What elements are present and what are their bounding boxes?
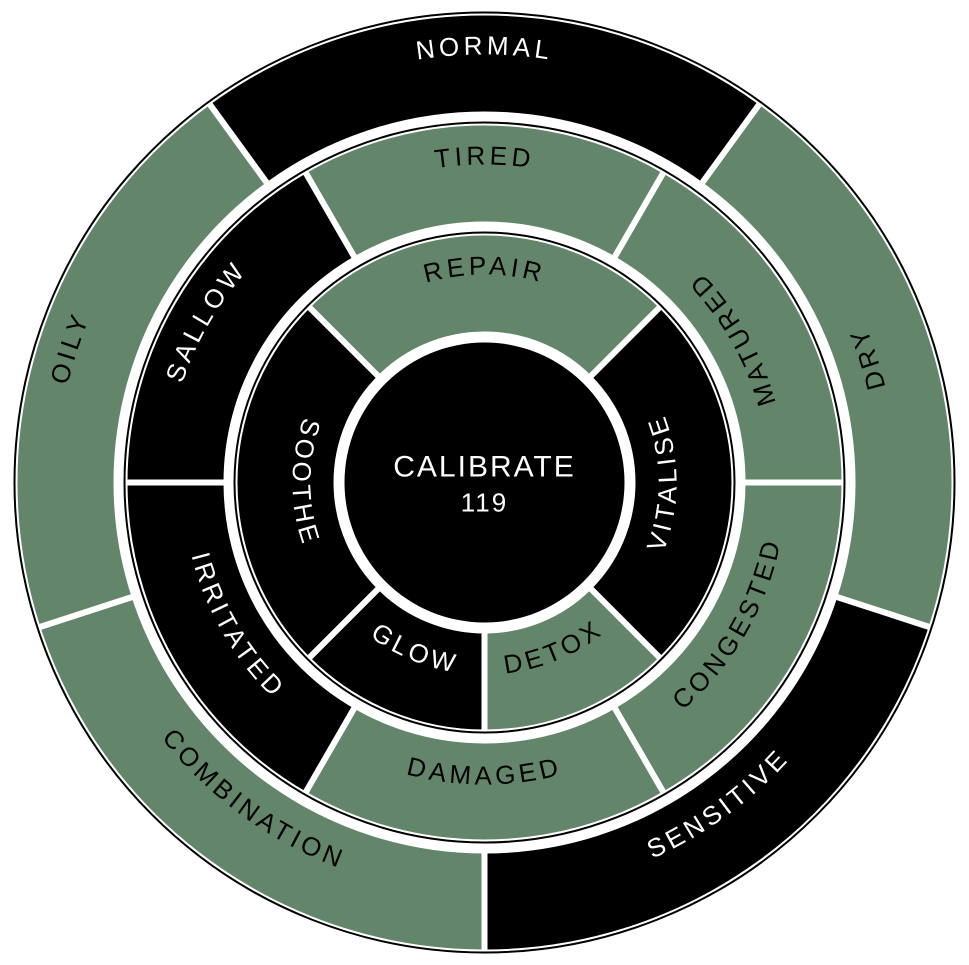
center-subtitle: 119 <box>461 487 508 517</box>
label-skin-types-normal: NORMAL <box>414 30 555 65</box>
radial-diagram: REPAIRVITALISEDETOXGLOWSOOTHETIREDMATURE… <box>0 0 969 965</box>
label-conditions-tired: TIRED <box>433 140 536 174</box>
center-title: CALIBRATE <box>393 450 576 483</box>
